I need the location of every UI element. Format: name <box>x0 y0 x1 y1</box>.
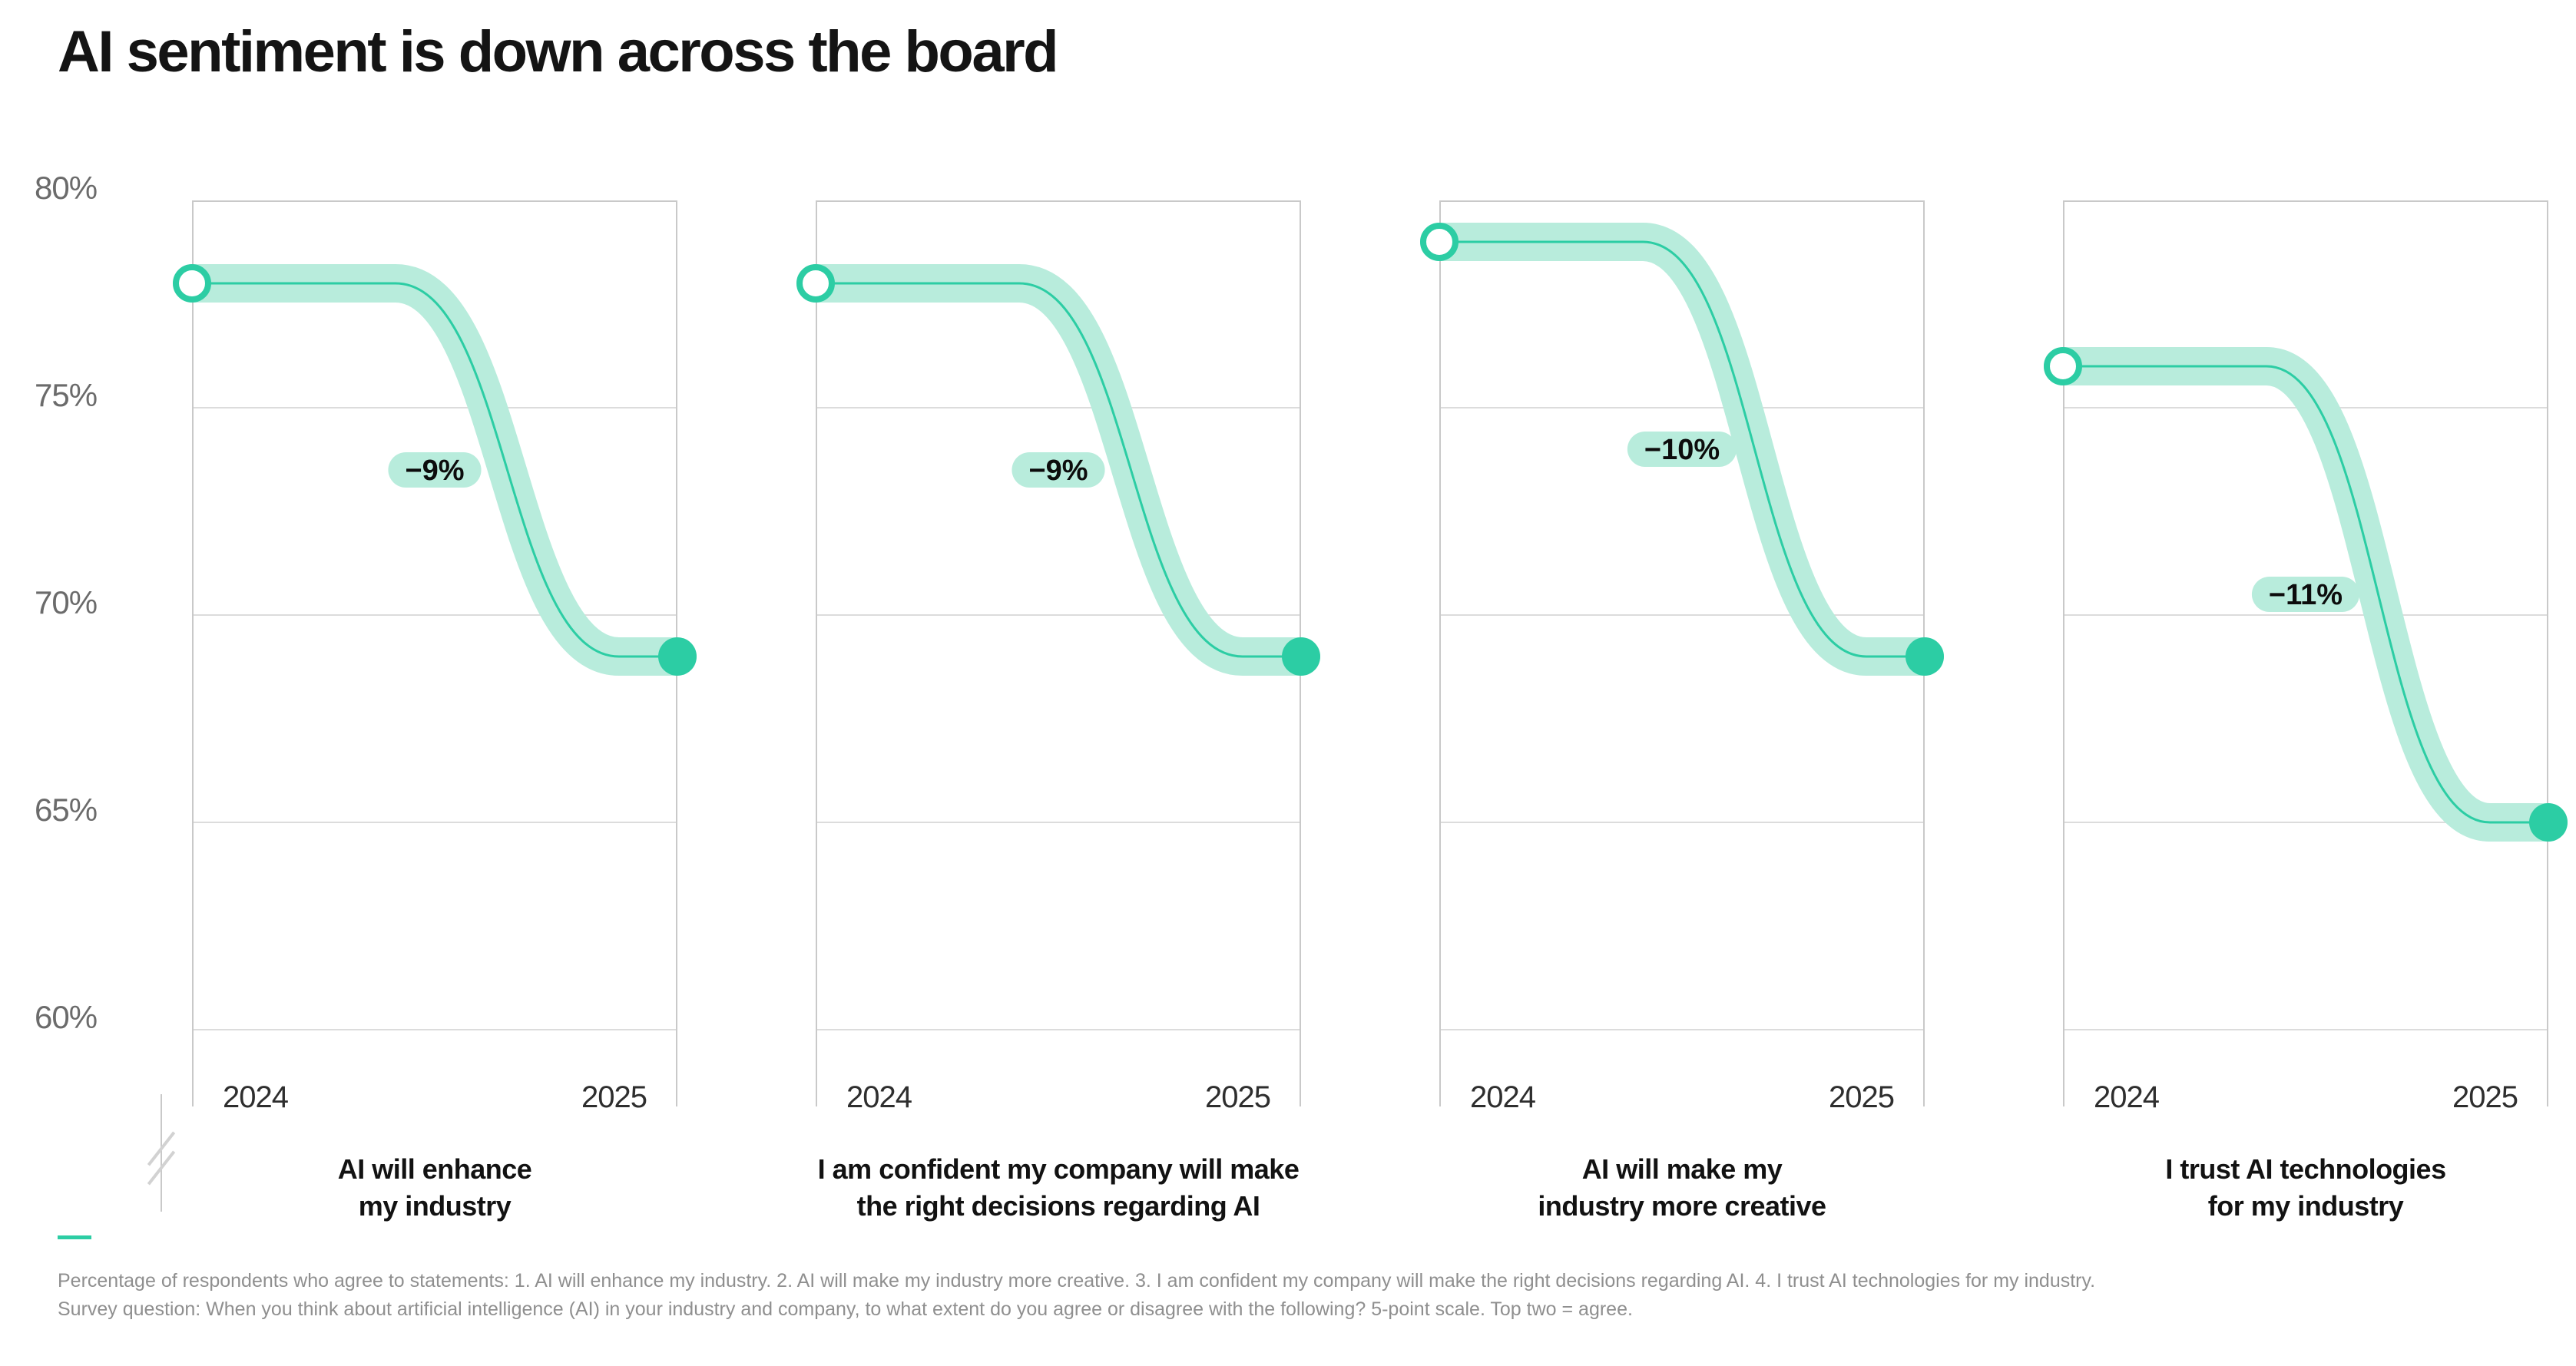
x-tick-label-2025: 2025 <box>581 1080 647 1114</box>
chart-industry-more-creative: −10% AI will make my industry more creat… <box>1420 200 1944 1222</box>
start-point-marker <box>173 264 211 303</box>
change-pill <box>1012 452 1105 488</box>
y-axis-extension-line <box>161 1094 162 1212</box>
x-tick-label-2025: 2025 <box>1205 1080 1271 1114</box>
slope-chart-svg: −11% <box>2044 200 2568 1106</box>
chart-statement-label: AI will make my industry more creative <box>1538 1153 1826 1222</box>
change-pill <box>388 452 482 488</box>
y-axis-tick-label: 75% <box>35 377 98 413</box>
change-pill-label: −9% <box>405 455 464 487</box>
slope-line <box>1439 240 1925 658</box>
y-axis-tick-label: 65% <box>35 792 98 828</box>
start-point-marker <box>2044 347 2082 385</box>
start-point-marker <box>796 264 835 303</box>
slope-chart-svg: −9% <box>173 200 697 1106</box>
footnote-line-1: Percentage of respondents who agree to s… <box>58 1270 2096 1292</box>
change-pill <box>1627 432 1737 467</box>
slope-chart-svg: −9% <box>796 200 1320 1106</box>
slope-line <box>2063 365 2548 824</box>
end-point-marker <box>658 637 697 676</box>
x-tick-label-2024: 2024 <box>846 1080 912 1114</box>
chart-statement-label: I trust AI technologies for my industry <box>2165 1153 2446 1222</box>
page-title: AI sentiment is down across the board <box>58 19 1059 84</box>
end-point-marker <box>1282 637 1320 676</box>
slope-chart-svg: −10% <box>1420 200 1944 1106</box>
brand-dash <box>58 1235 91 1239</box>
change-pill-label: −9% <box>1028 455 1088 487</box>
x-tick-label-2025: 2025 <box>2452 1080 2518 1114</box>
x-tick-label-2024: 2024 <box>223 1080 289 1114</box>
y-axis-tick-label: 60% <box>35 999 98 1035</box>
change-pill-label: −11% <box>2269 579 2343 611</box>
chart-trust-ai-technologies: −11% I trust AI technologies for my indu… <box>2044 200 2568 1222</box>
x-tick-label-2025: 2025 <box>1829 1080 1895 1114</box>
chart-statement-label: I am confident my company will make the … <box>817 1153 1300 1222</box>
y-axis-tick-label: 80% <box>35 170 98 206</box>
chart-company-right-decisions: −9% I am confident my company will make … <box>796 200 1320 1222</box>
x-tick-label-2024: 2024 <box>1470 1080 1536 1114</box>
slope-line <box>192 282 677 658</box>
change-pill-label: −10% <box>1644 434 1720 466</box>
y-axis-tick-label: 70% <box>35 584 98 620</box>
end-point-marker <box>2529 803 2568 842</box>
start-point-marker <box>1420 223 1459 261</box>
change-pill <box>2251 577 2360 612</box>
footnote-line-2: Survey question: When you think about ar… <box>58 1298 1633 1320</box>
end-point-marker <box>1906 637 1944 676</box>
slope-line <box>816 282 1301 658</box>
chart-statement-label: AI will enhance my industry <box>337 1153 532 1222</box>
chart-ai-will-enhance-my-industry: −9% AI will enhance my industry 2024 2025 <box>173 200 697 1222</box>
x-tick-label-2024: 2024 <box>2094 1080 2160 1114</box>
